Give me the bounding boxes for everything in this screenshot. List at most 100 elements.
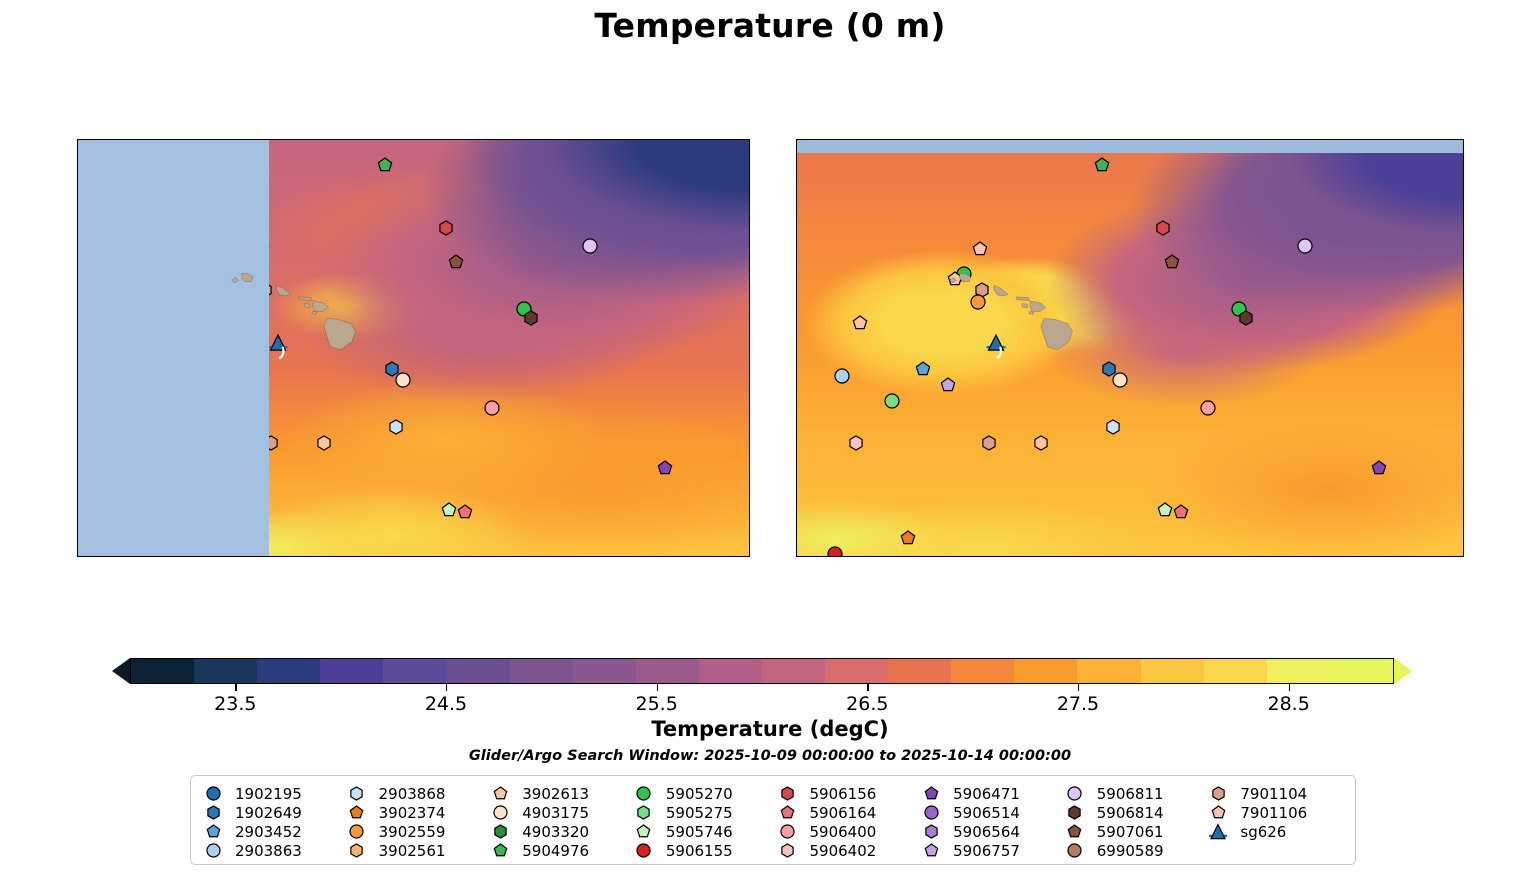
legend-item[interactable]: 7901104: [1205, 784, 1349, 803]
float-marker[interactable]: [883, 392, 901, 410]
float-marker[interactable]: [483, 399, 501, 417]
float-marker[interactable]: [456, 503, 474, 521]
x-tick-minor: [362, 556, 364, 557]
x-tick: [465, 556, 467, 557]
legend-item[interactable]: 5904976: [487, 841, 631, 860]
legend-item[interactable]: 5906811: [1062, 784, 1206, 803]
legend-item-label: 5906757: [953, 841, 1020, 860]
float-marker[interactable]: [581, 237, 599, 255]
colorbar-tick: [1078, 684, 1080, 691]
map-panel-cmems[interactable]: CMEMS - 2025-10-14 00:00:00 165°W162°W15…: [796, 139, 1464, 557]
float-marker[interactable]: [969, 293, 987, 311]
legend-item[interactable]: 5906757: [918, 841, 1062, 860]
legend-item[interactable]: 5906156: [775, 784, 919, 803]
legend-item[interactable]: 2903863: [200, 841, 344, 860]
float-marker[interactable]: [833, 367, 851, 385]
float-marker[interactable]: [1093, 156, 1111, 174]
legend-item[interactable]: 5906814: [1062, 803, 1206, 822]
float-marker[interactable]: [980, 434, 998, 452]
float-marker[interactable]: [971, 240, 989, 258]
y-tick-minor: [1463, 544, 1464, 546]
figure-title: Temperature (0 m): [594, 6, 946, 45]
legend-item[interactable]: 5906514: [918, 803, 1062, 822]
float-marker[interactable]: [387, 418, 405, 436]
legend-item[interactable]: sg626: [1205, 822, 1349, 841]
legend-item[interactable]: 3902561: [344, 841, 488, 860]
float-marker[interactable]: [394, 371, 412, 389]
float-marker[interactable]: [268, 334, 288, 353]
float-marker[interactable]: [1237, 309, 1255, 327]
float-marker[interactable]: [851, 314, 869, 332]
float-marker[interactable]: [1199, 399, 1217, 417]
colorbar-segment: [509, 659, 573, 683]
float-marker[interactable]: [1370, 459, 1388, 477]
float-marker[interactable]: [656, 459, 674, 477]
legend-marker-icon: [1062, 804, 1088, 821]
legend-item[interactable]: 4903175: [487, 803, 631, 822]
legend-item[interactable]: 5905270: [631, 784, 775, 803]
float-marker[interactable]: [447, 253, 465, 271]
float-marker[interactable]: [315, 434, 333, 452]
y-tick: [1463, 302, 1464, 304]
y-tick-minor: [1463, 475, 1464, 477]
colorbar-segment: [1329, 659, 1393, 683]
legend-item[interactable]: 5906164: [775, 803, 919, 822]
float-marker[interactable]: [1172, 503, 1190, 521]
legend-item[interactable]: 1902195: [200, 784, 344, 803]
legend-item[interactable]: 5907061: [1062, 822, 1206, 841]
legend-item[interactable]: 3902559: [344, 822, 488, 841]
legend-item[interactable]: 5906155: [631, 841, 775, 860]
float-marker[interactable]: [946, 270, 964, 288]
float-marker[interactable]: [1156, 501, 1174, 519]
legend-item[interactable]: 2903452: [200, 822, 344, 841]
float-marker[interactable]: [437, 219, 455, 237]
float-marker[interactable]: [1154, 219, 1172, 237]
y-tick-minor: [749, 475, 750, 477]
legend-item-label: 5905746: [665, 822, 733, 841]
colorbar-tick: [446, 684, 448, 691]
float-marker[interactable]: [383, 360, 401, 378]
float-marker[interactable]: [1111, 371, 1129, 389]
legend-marker-icon: [918, 842, 944, 859]
x-tick-minor: [294, 556, 296, 557]
legend-item[interactable]: 7901106: [1205, 803, 1349, 822]
float-marker[interactable]: [1032, 434, 1050, 452]
colorbar-segment: [446, 659, 510, 683]
legend-item[interactable]: 5906564: [918, 822, 1062, 841]
float-marker[interactable]: [440, 501, 458, 519]
legend-item[interactable]: 4903320: [487, 822, 631, 841]
float-marker[interactable]: [914, 360, 932, 378]
legend[interactable]: 1902195 1902649 2903452 2903863 2903868 39023…: [190, 775, 1356, 865]
colorbar-label: Temperature (degC): [651, 717, 889, 741]
legend-item-label: 5906155: [665, 841, 733, 860]
x-tick-minor: [499, 139, 501, 140]
map-panel-rtofs[interactable]: RTOFS - 2025-10-14 00:00:00 165°W162°W15…: [77, 139, 750, 557]
legend-item[interactable]: 5906400: [775, 822, 919, 841]
x-tick: [396, 139, 398, 140]
colorbar-segment: [383, 659, 447, 683]
float-marker[interactable]: [939, 376, 957, 394]
float-marker[interactable]: [1100, 360, 1118, 378]
legend-item[interactable]: 3902613: [487, 784, 631, 803]
float-marker[interactable]: [1104, 418, 1122, 436]
float-marker[interactable]: [522, 309, 540, 327]
legend-item[interactable]: 5906471: [918, 784, 1062, 803]
legend-marker-icon: [344, 785, 370, 802]
legend-item[interactable]: 5905746: [631, 822, 775, 841]
legend-item-label: 7901106: [1240, 803, 1308, 822]
legend-item[interactable]: 5905275: [631, 803, 775, 822]
float-marker[interactable]: [1163, 253, 1181, 271]
legend-item[interactable]: 6990589: [1062, 841, 1206, 860]
legend-marker-icon: [918, 823, 944, 840]
float-marker[interactable]: [1296, 237, 1314, 255]
legend-item[interactable]: 3902374: [344, 803, 488, 822]
float-marker[interactable]: [986, 334, 1006, 353]
legend-item[interactable]: 5906402: [775, 841, 919, 860]
legend-item[interactable]: 2903868: [344, 784, 488, 803]
float-marker[interactable]: [847, 434, 865, 452]
legend-item[interactable]: 1902649: [200, 803, 344, 822]
float-marker[interactable]: [899, 529, 917, 547]
float-marker[interactable]: [376, 156, 394, 174]
float-marker[interactable]: [826, 545, 844, 556]
colorbar-segment: [1140, 659, 1204, 683]
